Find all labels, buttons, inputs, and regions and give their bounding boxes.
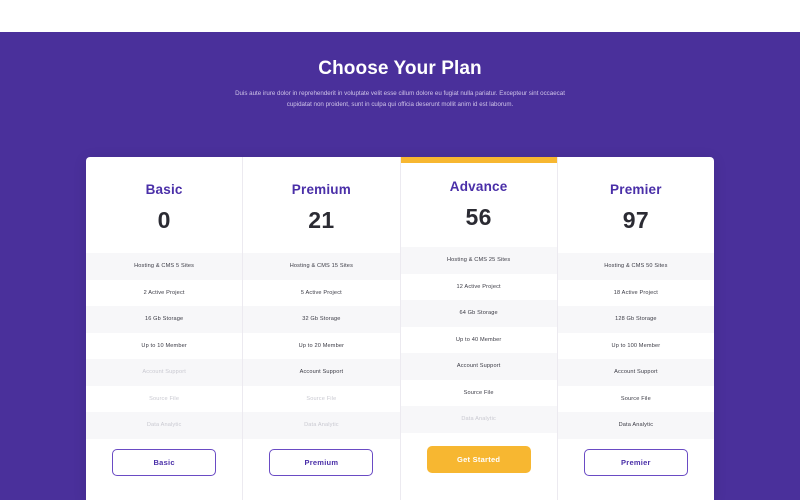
feature-list: Hosting & CMS 50 Sites 18 Active Project 1…	[557, 253, 714, 439]
feature-row: Hosting & CMS 15 Sites	[243, 253, 400, 280]
plan-name: Premier	[610, 182, 662, 197]
plan-name: Basic	[145, 182, 183, 197]
feature-row: Account Support	[86, 359, 243, 386]
feature-row: Hosting & CMS 50 Sites	[557, 253, 714, 280]
feature-row: 128 Gb Storage	[557, 306, 714, 333]
cta-button-advance[interactable]: Get Started	[426, 445, 531, 473]
cta-button-premium[interactable]: Premium	[269, 448, 374, 476]
cta-button-basic[interactable]: Basic	[112, 448, 217, 476]
feature-row: 18 Active Project	[557, 279, 714, 306]
plan-name: Premium	[291, 182, 351, 197]
feature-row: 32 Gb Storage	[243, 306, 400, 333]
feature-row: Hosting & CMS 25 Sites	[400, 247, 557, 274]
feature-row: Data Analytic	[557, 412, 714, 439]
page-subtitle: Duis aute irure dolor in reprehenderit i…	[235, 90, 565, 108]
feature-row: Hosting & CMS 5 Sites	[86, 253, 243, 280]
feature-row: 2 Active Project	[86, 279, 243, 306]
section-heading: Choose Your Plan Duis aute irure dolor i…	[0, 58, 800, 111]
feature-row: Up to 20 Member	[243, 332, 400, 359]
cta-container: Premier	[558, 439, 714, 500]
feature-row: 5 Active Project	[243, 279, 400, 306]
feature-row: Up to 10 Member	[86, 332, 243, 359]
feature-list: Hosting & CMS 15 Sites 5 Active Project 32…	[243, 253, 400, 439]
plan-column-advance: Advance 56 Hosting & CMS 25 Sites 12 Active…	[400, 157, 558, 500]
featured-accent-bar	[400, 157, 557, 163]
plan-column-premium: Premium 21 Hosting & CMS 15 Sites 5 Active …	[243, 157, 401, 500]
cta-button-premier[interactable]: Premier	[583, 448, 688, 476]
plan-column-basic: Basic 0 Hosting & CMS 5 Sites 2 Active Proj…	[86, 157, 244, 500]
plan-price: 21	[308, 207, 335, 233]
feature-row: 64 Gb Storage	[400, 300, 557, 327]
plan-price: 0	[157, 207, 171, 233]
plan-column-premier: Premier 97 Hosting & CMS 50 Sites 18 Active…	[557, 157, 714, 500]
feature-row: Up to 100 Member	[557, 332, 714, 359]
feature-row: Source File	[243, 385, 400, 412]
feature-row: Source File	[86, 385, 243, 412]
feature-row: Account Support	[243, 359, 400, 386]
feature-row: Data Analytic	[400, 406, 557, 433]
feature-list: Hosting & CMS 5 Sites 2 Active Project 16 …	[86, 253, 243, 439]
feature-row: Up to 40 Member	[400, 326, 557, 353]
plan-header: Advance 56	[401, 163, 557, 247]
cta-container: Get Started	[401, 433, 557, 500]
feature-row: Account Support	[400, 353, 557, 380]
plan-header: Basic 0	[86, 163, 242, 253]
plan-name: Advance	[449, 179, 508, 194]
feature-row: Data Analytic	[243, 412, 400, 439]
feature-list: Hosting & CMS 25 Sites 12 Active Project 6…	[400, 247, 557, 433]
feature-row: Source File	[557, 385, 714, 412]
feature-row: 16 Gb Storage	[86, 306, 243, 333]
cta-container: Basic	[86, 439, 242, 500]
cta-container: Premium	[243, 439, 399, 500]
plan-header: Premium 21	[243, 163, 399, 253]
feature-row: Data Analytic	[86, 412, 243, 439]
feature-row: Source File	[400, 379, 557, 406]
feature-row: Account Support	[557, 359, 714, 386]
plan-price: 56	[465, 204, 492, 230]
feature-row: 12 Active Project	[400, 273, 557, 300]
pricing-table: Basic 0 Hosting & CMS 5 Sites 2 Active Proj…	[86, 157, 714, 500]
plan-price: 97	[622, 207, 649, 233]
plan-header: Premier 97	[558, 163, 714, 253]
page-title: Choose Your Plan	[318, 58, 482, 79]
